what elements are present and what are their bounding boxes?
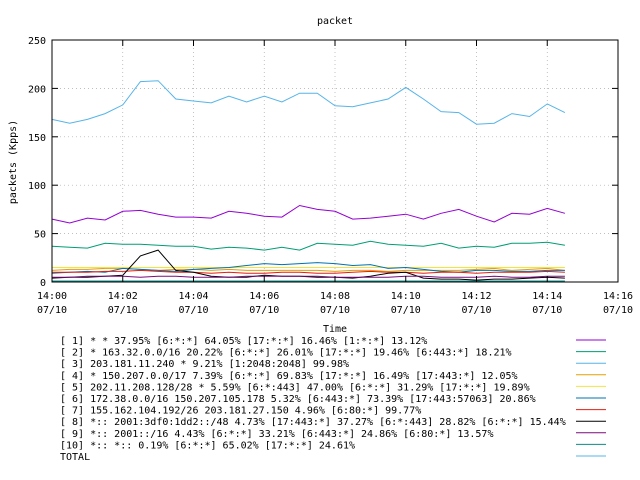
legend-label-7: [ 7] 155.162.104.192/26 203.181.27.150 4… xyxy=(60,406,421,417)
x-tick-label-time: 14:06 xyxy=(249,291,279,302)
legend-label-3: [ 3] 203.181.11.240 * 9.21% [1:2048:2048… xyxy=(60,359,349,370)
y-axis-label: packets (Kpps) xyxy=(8,120,19,204)
legend-label-2: [ 2] * 163.32.0.0/16 20.22% [6:*:*] 26.0… xyxy=(60,348,512,359)
y-tick-label: 200 xyxy=(28,84,46,95)
y-tick-label: 250 xyxy=(28,36,46,47)
legend-label-6: [ 6] 172.38.0.0/16 150.207.105.178 5.32%… xyxy=(60,394,536,405)
x-tick-label-date: 07/10 xyxy=(532,305,562,316)
y-tick-label: 150 xyxy=(28,133,46,144)
legend: [ 1] * * 37.95% [6:*:*] 64.05% [17:*:*] … xyxy=(60,336,606,463)
x-tick-label-date: 07/10 xyxy=(391,305,421,316)
x-tick-label-time: 14:14 xyxy=(532,291,562,302)
series-lines xyxy=(51,80,566,283)
x-tick-label-time: 14:10 xyxy=(391,291,421,302)
legend-label-8: [ 8] *:: 2001:3df0:1dd2::/48 4.73% [17:4… xyxy=(60,417,566,428)
x-tick-label-date: 07/10 xyxy=(461,305,491,316)
x-tick-label-time: 14:00 xyxy=(37,291,67,302)
x-tick-label-date: 07/10 xyxy=(603,305,633,316)
legend-label-11: TOTAL xyxy=(60,452,90,463)
x-tick-label-date: 07/10 xyxy=(249,305,279,316)
series-line-6 xyxy=(51,262,565,274)
axis-ticks: 0 50 100 150 200 250 14:00 07/10 14:02 07/10 14:04… xyxy=(28,36,633,316)
legend-label-1: [ 1] * * 37.95% [6:*:*] 64.05% [17:*:*] … xyxy=(60,336,427,347)
grid xyxy=(52,40,618,282)
x-tick-label-date: 07/10 xyxy=(108,305,138,316)
series-line-8 xyxy=(51,249,565,281)
x-tick-label-time: 14:08 xyxy=(320,291,350,302)
x-axis-label: Time xyxy=(323,324,347,335)
legend-label-10: [10] *:: *:: 0.19% [6:*:*] 65.02% [17:*:… xyxy=(60,440,355,451)
x-tick-label-time: 14:02 xyxy=(108,291,138,302)
series-line-2 xyxy=(51,240,565,251)
x-tick-label-time: 14:16 xyxy=(603,291,633,302)
series-line-7 xyxy=(52,269,565,274)
x-tick-label-date: 07/10 xyxy=(320,305,350,316)
series-line-11 xyxy=(51,80,566,125)
chart-title: packet xyxy=(317,16,353,27)
y-tick-label: 0 xyxy=(40,278,46,289)
legend-label-5: [ 5] 202.11.208.128/28 * 5.59% [6:*:443]… xyxy=(60,382,530,393)
x-tick-label-time: 14:04 xyxy=(178,291,208,302)
y-tick-label: 100 xyxy=(28,181,46,192)
legend-label-4: [ 4] * 150.207.0.0/17 7.39% [6:*:*] 69.8… xyxy=(60,371,518,382)
x-tick-label-time: 14:12 xyxy=(461,291,491,302)
y-tick-label: 50 xyxy=(34,230,46,241)
legend-label-9: [ 9] *:: 2001::/16 4.43% [6:*:*] 33.21% … xyxy=(60,429,493,440)
series-line-1 xyxy=(51,204,566,224)
x-tick-label-date: 07/10 xyxy=(37,305,67,316)
x-tick-label-date: 07/10 xyxy=(178,305,208,316)
series-line-9 xyxy=(52,275,565,278)
